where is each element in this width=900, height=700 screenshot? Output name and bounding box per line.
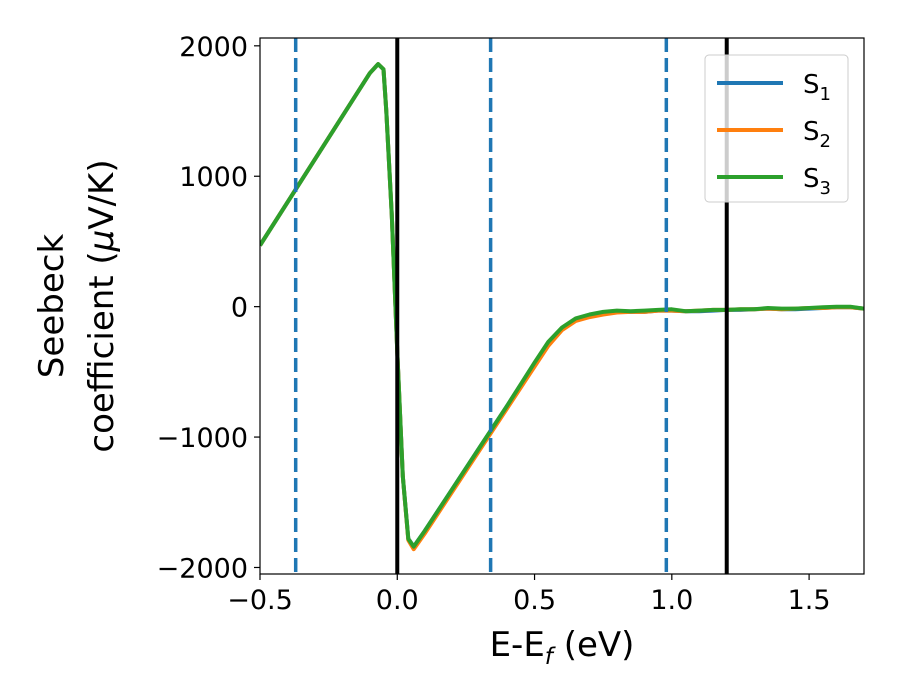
x-axis-label: E-Ef (eV) — [490, 625, 635, 670]
y-tick-label: −2000 — [157, 553, 248, 584]
legend-label-s1: S1 — [803, 70, 831, 105]
y-axis-label: Seebeck coefficient (μV/K) — [32, 159, 122, 452]
legend-label-s3: S3 — [803, 164, 831, 199]
y-axis-label-line2: coefficient (μV/K) — [82, 159, 122, 452]
plot-frame — [259, 37, 865, 575]
y-tick-label: −1000 — [157, 423, 248, 454]
series-line-s3 — [260, 62, 864, 549]
y-tick-label: 0 — [231, 293, 248, 324]
x-tick-label: −0.5 — [227, 585, 293, 616]
y-tick-label: 2000 — [179, 32, 248, 63]
x-tick-label: 0.0 — [376, 585, 419, 616]
x-tick-label: 0.5 — [513, 585, 556, 616]
y-tick-label: 1000 — [179, 162, 248, 193]
legend-label-s2: S2 — [803, 117, 831, 152]
legend: S1 S2 S3 — [704, 54, 849, 203]
x-tick-label: 1.5 — [788, 585, 831, 616]
x-tick-label: 1.0 — [650, 585, 693, 616]
y-axis-label-line1: Seebeck — [32, 234, 72, 379]
